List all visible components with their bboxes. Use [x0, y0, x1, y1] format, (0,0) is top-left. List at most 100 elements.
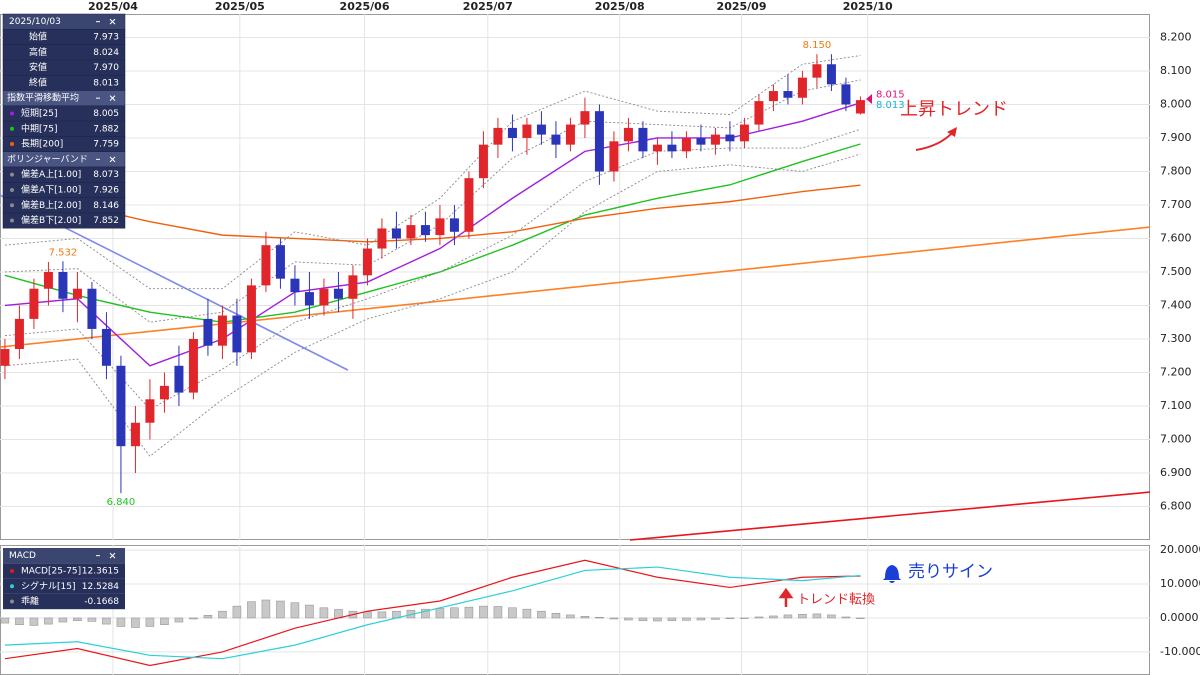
histogram-bar — [566, 614, 575, 619]
legend-swatch — [10, 187, 14, 192]
histogram-bar — [856, 617, 865, 619]
candle-body — [246, 285, 256, 353]
candle-body — [449, 218, 459, 232]
candle-body — [174, 365, 184, 393]
histogram-bar — [551, 612, 561, 619]
candle-body — [362, 248, 372, 276]
y-tick-label: 7.400 — [1160, 298, 1192, 311]
histogram-bar — [522, 608, 532, 619]
annotation: 売りサイン — [908, 562, 993, 582]
legend-value: 8.013 — [93, 78, 119, 88]
legend-label: MACD[25-75] — [21, 566, 81, 576]
y-tick-label: 7.600 — [1160, 231, 1192, 244]
histogram-bar — [247, 601, 256, 619]
histogram-bar — [812, 613, 822, 619]
legend-row — [3, 593, 125, 610]
legend-swatch — [10, 126, 14, 131]
candle-body — [493, 127, 503, 145]
legend-swatch — [10, 111, 14, 116]
candle-body — [826, 64, 836, 85]
histogram-bar — [145, 617, 155, 627]
histogram-bar — [261, 599, 271, 619]
histogram-bar — [363, 611, 372, 619]
histogram-bar — [769, 615, 778, 619]
y-tick-label: 20.0000 — [1160, 543, 1200, 556]
histogram-bar — [783, 614, 793, 619]
histogram-bar — [174, 617, 184, 623]
candle-body — [304, 292, 314, 306]
legend-row — [3, 563, 125, 579]
histogram-bar — [711, 617, 720, 620]
annotation: 上昇トレンド — [900, 99, 1008, 120]
histogram-bar — [841, 616, 851, 619]
histogram-bar — [798, 613, 807, 619]
indicator-line — [4, 55, 861, 290]
legend-row — [3, 578, 125, 594]
annotation-arrow — [778, 587, 794, 607]
histogram-bar — [29, 617, 39, 626]
histogram-bar — [624, 617, 633, 621]
candle-body — [725, 134, 735, 142]
candle-body — [333, 288, 343, 299]
legend-value: 8.024 — [93, 48, 119, 58]
x-tick-label: 2025/10 — [843, 0, 893, 13]
candle-body — [797, 77, 807, 98]
candle-body — [72, 288, 82, 299]
candle-body — [275, 245, 285, 279]
extreme-label: 8.150 — [803, 40, 832, 51]
histogram-bar — [218, 610, 227, 619]
x-tick-label: 2025/07 — [463, 0, 513, 13]
legend-label: 高値 — [29, 46, 47, 58]
legend-row — [2, 212, 126, 229]
histogram-bar — [609, 617, 619, 620]
legend-label: 始値 — [29, 30, 47, 42]
histogram-bar — [754, 616, 764, 619]
histogram-bar — [653, 617, 662, 622]
indicator-line — [4, 559, 861, 667]
legend-title: MACD — [9, 551, 36, 561]
candle-body — [406, 225, 416, 239]
y-tick-label: 0.0000 — [1160, 611, 1199, 624]
indicator-line — [4, 143, 861, 323]
legend-panel: 2025/10/03 始値 7.973 高値 8.024 安値 7.970 終値 8.013 指数… — [2, 13, 126, 229]
close-button — [109, 156, 116, 163]
histogram-bar — [203, 615, 213, 619]
legend-value: -0.1668 — [84, 597, 119, 607]
candle-body — [768, 91, 778, 102]
candle-body — [261, 245, 271, 286]
x-tick-label: 2025/09 — [717, 0, 767, 13]
candle-body — [116, 365, 126, 447]
x-tick-label: 2025/04 — [88, 0, 138, 13]
close-button — [109, 18, 116, 25]
legend-value: 8.005 — [93, 109, 119, 119]
candle-body — [855, 100, 865, 114]
histogram-bar — [116, 617, 126, 627]
candle-body — [812, 64, 822, 78]
legend-label: 偏差B下[2.00] — [21, 214, 81, 226]
candle-body — [87, 288, 97, 329]
legend-value: 12.3615 — [82, 566, 119, 576]
y-tick-label: 7.700 — [1160, 198, 1192, 211]
histogram-bar — [15, 617, 24, 626]
histogram-bar — [276, 600, 285, 619]
legend-panel: MACD MACD[25-75] 12.3615 シグナル[15] 12.5284 乖離 -… — [3, 548, 125, 610]
legend-group-title: 指数平滑移動平均 — [7, 92, 79, 104]
legend-value: 7.970 — [93, 63, 119, 73]
legend-value: 8.146 — [93, 201, 119, 211]
candle-body — [391, 228, 401, 239]
price-marker — [866, 94, 872, 104]
legend-label: 偏差A下[1.00] — [21, 183, 81, 195]
legend-value: 7.973 — [93, 32, 119, 42]
histogram-bar — [450, 607, 459, 619]
legend-label: 長期[200] — [21, 139, 63, 150]
candle-body — [507, 127, 517, 138]
candle-body — [754, 101, 764, 125]
histogram-bar — [232, 605, 242, 619]
candle-body — [522, 124, 532, 138]
histogram-bar — [160, 617, 169, 626]
extreme-label: 6.840 — [107, 497, 136, 508]
legend-value: 7.926 — [93, 185, 119, 195]
y-tick-label: 7.800 — [1160, 164, 1192, 177]
x-tick-label: 2025/06 — [340, 0, 390, 13]
price-tag: 8.015 — [876, 89, 905, 100]
